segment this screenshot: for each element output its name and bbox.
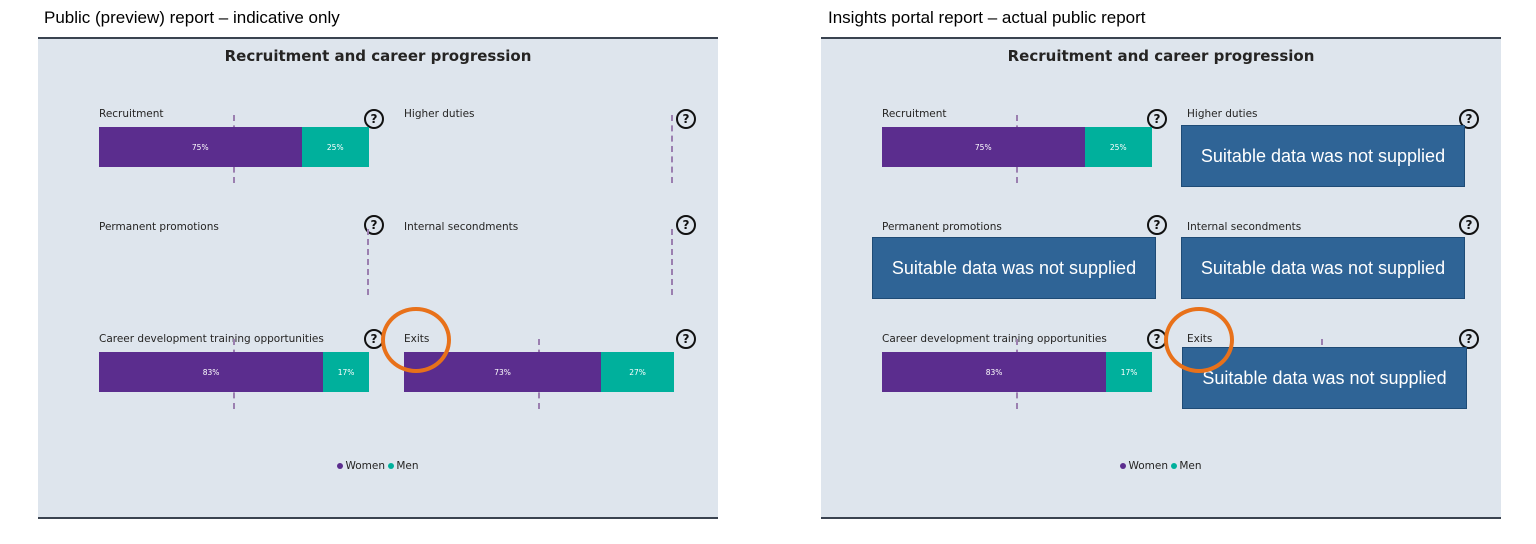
- internal-secondments-no-data-notice: Suitable data was not supplied: [1181, 237, 1465, 299]
- internal-secondments-help-icon[interactable]: ?: [676, 215, 696, 235]
- tile-label-recruitment: Recruitment: [882, 108, 947, 120]
- men-dot-icon: [1171, 463, 1178, 469]
- preview-report-panel: Recruitment and career progression Recru…: [38, 37, 718, 519]
- tile-label-higher-duties: Higher duties: [1187, 108, 1258, 120]
- tile-label-career-development: Career development training opportunitie…: [882, 333, 1107, 345]
- exits-help-icon[interactable]: ?: [676, 329, 696, 349]
- career-development-women-segment[interactable]: 83%: [99, 352, 324, 392]
- higher-duties-help-icon[interactable]: ?: [1459, 109, 1479, 129]
- chart-legend: Women Men: [38, 460, 718, 472]
- permanent-promotions-help-icon[interactable]: ?: [364, 215, 384, 235]
- recruitment-help-icon[interactable]: ?: [364, 109, 384, 129]
- recruitment-men-segment[interactable]: 25%: [1084, 127, 1152, 167]
- recruitment-women-segment[interactable]: 75%: [882, 127, 1085, 167]
- right-report-caption: Insights portal report – actual public r…: [828, 8, 1146, 27]
- recruitment-men-segment[interactable]: 25%: [301, 127, 369, 167]
- higher-duties-help-icon[interactable]: ?: [676, 109, 696, 129]
- career-development-bar[interactable]: 83% 17%: [99, 352, 369, 392]
- recruitment-bar[interactable]: 75% 25%: [882, 127, 1152, 167]
- portal-report-panel: Recruitment and career progression Recru…: [821, 37, 1501, 519]
- career-development-men-segment[interactable]: 17%: [1106, 352, 1152, 392]
- panel-title: Recruitment and career progression: [1007, 47, 1315, 65]
- career-development-men-segment[interactable]: 17%: [323, 352, 369, 392]
- career-development-women-segment[interactable]: 83%: [882, 352, 1107, 392]
- tile-label-internal-secondments: Internal secondments: [404, 221, 519, 233]
- tile-label-internal-secondments: Internal secondments: [1187, 221, 1302, 233]
- left-report-caption: Public (preview) report – indicative onl…: [44, 8, 340, 27]
- exits-men-segment[interactable]: 27%: [601, 352, 674, 392]
- permanent-promotions-no-data-notice: Suitable data was not supplied: [872, 237, 1156, 299]
- internal-secondments-help-icon[interactable]: ?: [1459, 215, 1479, 235]
- tile-label-permanent-promotions: Permanent promotions: [99, 221, 219, 233]
- higher-duties-no-data-notice: Suitable data was not supplied: [1181, 125, 1465, 187]
- recruitment-help-icon[interactable]: ?: [1147, 109, 1167, 129]
- women-dot-icon: [337, 463, 344, 469]
- tile-label-recruitment: Recruitment: [99, 108, 164, 120]
- women-dot-icon: [1120, 463, 1127, 469]
- tile-label-permanent-promotions: Permanent promotions: [882, 221, 1002, 233]
- exits-no-data-notice: Suitable data was not supplied: [1182, 347, 1467, 409]
- exits-highlight-circle: [1164, 307, 1234, 373]
- legend-item-women[interactable]: Women: [337, 460, 385, 472]
- exits-help-icon[interactable]: ?: [1459, 329, 1479, 349]
- permanent-promotions-parity-line: [367, 229, 369, 295]
- chart-legend: Women Men: [821, 460, 1501, 472]
- recruitment-bar[interactable]: 75% 25%: [99, 127, 369, 167]
- permanent-promotions-help-icon[interactable]: ?: [1147, 215, 1167, 235]
- legend-item-men[interactable]: Men: [1171, 460, 1202, 472]
- tile-label-career-development: Career development training opportunitie…: [99, 333, 324, 345]
- exits-parity-line: [1321, 339, 1323, 345]
- panel-title: Recruitment and career progression: [224, 47, 532, 65]
- recruitment-women-segment[interactable]: 75%: [99, 127, 302, 167]
- legend-item-women[interactable]: Women: [1120, 460, 1168, 472]
- internal-secondments-parity-line: [671, 229, 673, 295]
- tile-label-higher-duties: Higher duties: [404, 108, 475, 120]
- legend-item-men[interactable]: Men: [388, 460, 419, 472]
- career-development-bar[interactable]: 83% 17%: [882, 352, 1152, 392]
- exits-highlight-circle: [381, 307, 451, 373]
- higher-duties-parity-line: [671, 115, 673, 183]
- men-dot-icon: [388, 463, 395, 469]
